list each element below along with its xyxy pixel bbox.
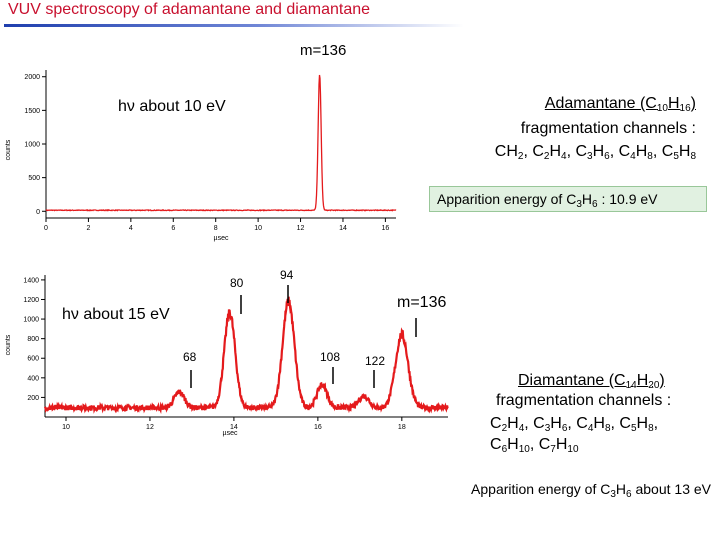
diamantane-channels-list-2: C6H10, C7H10	[490, 436, 579, 455]
top-y-axis-label: counts	[5, 139, 12, 160]
diamantane-channels-list-1: C2H4, C3H6, C4H8, C5H8,	[490, 415, 659, 434]
x-tick-label: 18	[398, 424, 406, 431]
bottom-x-axis-label: µsec	[223, 430, 238, 437]
x-tick-label: 14	[230, 424, 238, 431]
x-tick-label: 6	[171, 225, 175, 232]
y-tick-label: 1000	[24, 142, 40, 149]
y-tick-label: 600	[27, 356, 39, 363]
diamantane-channels-heading: fragmentation channels :	[496, 392, 672, 409]
peak-label-68: 68	[183, 350, 197, 364]
y-tick-label: 400	[27, 375, 39, 382]
top-mass-label: m=136	[300, 42, 347, 59]
adamantane-title: Adamantane (C10H16)	[544, 95, 696, 114]
top-chart: 0 500 1000 1500 2000 0 2 4 6 8 10 12 14 16 counts µs…	[5, 70, 397, 242]
x-tick-label: 16	[314, 424, 322, 431]
x-tick-label: 12	[297, 225, 305, 232]
y-tick-label: 1000	[23, 317, 39, 324]
y-tick-label: 2000	[24, 74, 40, 81]
x-tick-label: 2	[86, 225, 90, 232]
top-photon-energy-label: hν about 10 eV	[118, 98, 226, 115]
x-tick-label: 16	[381, 225, 389, 232]
bottom-x-ticks: 10 12 14 16 18	[62, 417, 406, 431]
peak-label-108: 108	[320, 350, 341, 364]
top-spectrum-line	[45, 74, 397, 212]
y-tick-label: 800	[27, 336, 39, 343]
x-tick-label: 4	[129, 225, 133, 232]
peak-label-122: 122	[365, 354, 386, 368]
peak-label-80: 80	[230, 276, 244, 290]
bottom-spectrum-line	[43, 296, 449, 415]
slide-title: VUV spectroscopy of adamantane and diama…	[8, 1, 371, 18]
adamantane-channels-list: CH2, C2H4, C3H6, C4H8, C5H8	[494, 143, 696, 162]
y-tick-label: 0	[36, 209, 40, 216]
bottom-y-ticks: 200 400 600 800 1000 1200 1400	[23, 277, 45, 402]
x-tick-label: 10	[62, 424, 70, 431]
top-y-ticks: 0 500 1000 1500 2000	[24, 74, 46, 216]
x-tick-label: 14	[339, 225, 347, 232]
x-tick-label: 12	[146, 424, 154, 431]
x-tick-label: 0	[44, 225, 48, 232]
diamantane-title: Diamantane (C14H20)	[518, 372, 665, 391]
y-tick-label: 200	[27, 395, 39, 402]
y-tick-label: 500	[28, 175, 40, 182]
top-x-ticks: 0 2 4 6 8 10 12 14 16	[44, 218, 389, 232]
y-tick-label: 1500	[24, 108, 40, 115]
bottom-mass-label: m=136	[397, 294, 447, 311]
peak-label-94: 94	[280, 268, 294, 282]
top-x-axis-label: µsec	[214, 235, 229, 242]
bottom-y-axis-label: counts	[5, 334, 12, 355]
adamantane-channels-heading: fragmentation channels :	[520, 120, 696, 137]
bottom-chart: 200 400 600 800 1000 1200 1400 10 12 14 16 18 coun…	[5, 275, 449, 437]
title-underline	[4, 24, 464, 27]
x-tick-label: 8	[214, 225, 218, 232]
y-tick-label: 1200	[23, 297, 39, 304]
y-tick-label: 1400	[23, 277, 39, 284]
diamantane-apparition-energy: Apparition energy of C3H6 about 13 eV	[471, 481, 711, 500]
x-tick-label: 10	[254, 225, 262, 232]
bottom-photon-energy-label: hν about 15 eV	[62, 306, 170, 323]
adamantane-apparition-energy: Apparition energy of C3H6 : 10.9 eV	[429, 186, 707, 212]
